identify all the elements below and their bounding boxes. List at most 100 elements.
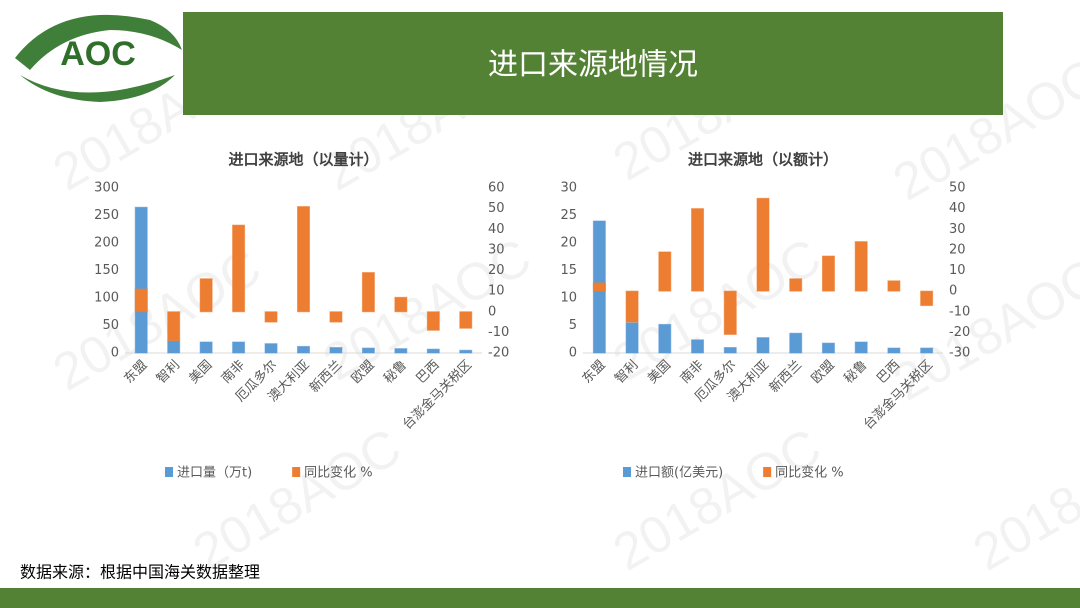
logo-leaf xyxy=(15,14,182,70)
watermark: 2018AOC xyxy=(184,418,411,582)
y2-tick-label: 20 xyxy=(488,263,505,278)
y-tick-label: 5 xyxy=(569,318,577,333)
y2-tick-label: -30 xyxy=(949,346,970,361)
y-tick-label: 250 xyxy=(94,208,119,223)
volume-bar xyxy=(167,340,181,354)
x-tick-label: 东盟 xyxy=(580,358,609,387)
legend-swatch xyxy=(165,467,173,477)
volume-bar xyxy=(854,341,868,354)
chart-title: 进口来源地（以额计） xyxy=(688,151,838,169)
change-bar xyxy=(887,280,901,292)
x-tick-label: 巴西 xyxy=(414,358,443,387)
y-tick-label: 200 xyxy=(94,236,119,251)
y-tick-label: 50 xyxy=(102,318,119,333)
volume-bar xyxy=(723,347,737,354)
y2-tick-label: 50 xyxy=(949,181,966,196)
change-bar xyxy=(264,311,278,323)
volume-bar xyxy=(625,322,639,354)
y2-tick-label: 50 xyxy=(488,201,505,216)
change-bar xyxy=(167,311,181,342)
x-tick-label: 欧盟 xyxy=(809,358,838,387)
change-bar xyxy=(394,296,408,313)
change-bar xyxy=(723,290,737,335)
y2-tick-label: 40 xyxy=(949,201,966,216)
volume-bar xyxy=(199,341,213,354)
volume-bar xyxy=(232,341,246,354)
legend-label: 同比变化 % xyxy=(304,465,373,481)
volume-bar xyxy=(756,337,770,354)
y2-tick-label: 20 xyxy=(949,242,966,257)
logo-leaf xyxy=(20,75,175,102)
header-title: 进口来源地情况 xyxy=(488,48,698,83)
volume-bar xyxy=(297,345,310,354)
volume-bar xyxy=(426,348,440,354)
y2-tick-label: 10 xyxy=(949,263,966,278)
x-tick-label: 智利 xyxy=(154,358,183,387)
y-tick-label: 0 xyxy=(111,346,119,361)
logo: AOC xyxy=(15,14,182,102)
y-tick-label: 25 xyxy=(560,208,577,223)
watermark: 2018AOC xyxy=(964,418,1080,582)
change-bar xyxy=(592,282,606,292)
logo-text: AOC xyxy=(60,35,136,73)
header-bar xyxy=(183,12,1003,115)
change-bar xyxy=(625,290,639,323)
y-tick-label: 10 xyxy=(560,291,577,306)
y2-tick-label: -10 xyxy=(949,304,970,319)
volume-bar xyxy=(887,347,901,354)
y-tick-label: 150 xyxy=(94,263,119,278)
y2-tick-label: -20 xyxy=(488,346,509,361)
y-tick-label: 0 xyxy=(569,346,577,361)
y2-tick-label: -20 xyxy=(949,325,970,340)
volume-bar xyxy=(264,343,278,354)
x-tick-label: 新西兰 xyxy=(766,357,805,396)
x-tick-label: 南非 xyxy=(218,357,248,387)
volume-bar xyxy=(459,349,473,354)
volume-bar xyxy=(789,332,803,354)
watermark: 2018AOC xyxy=(604,418,831,582)
change-bar xyxy=(756,197,770,292)
change-bar xyxy=(361,272,375,313)
volume-bar xyxy=(394,348,408,354)
y2-tick-label: 60 xyxy=(488,181,505,196)
chart-title: 进口来源地（以量计） xyxy=(228,151,378,169)
legend-label: 进口量（万t) xyxy=(177,466,252,481)
y2-tick-label: -10 xyxy=(488,325,509,340)
change-bar xyxy=(821,255,835,292)
volume-bar xyxy=(658,323,672,354)
volume-bar xyxy=(329,347,343,354)
x-tick-label: 秘鲁 xyxy=(841,358,870,387)
volume-bar xyxy=(361,347,375,354)
volume-bar xyxy=(821,342,835,354)
y-tick-label: 30 xyxy=(560,181,577,196)
change-bar xyxy=(134,288,148,313)
legend-swatch xyxy=(623,467,631,477)
legend-label: 进口额(亿美元) xyxy=(635,466,723,481)
legend-swatch xyxy=(292,467,301,477)
legend-swatch xyxy=(763,467,772,477)
y-tick-label: 100 xyxy=(94,291,119,306)
change-bar xyxy=(297,206,310,313)
x-tick-label: 美国 xyxy=(186,358,215,387)
change-bar xyxy=(459,311,473,329)
legend-label: 同比变化 % xyxy=(775,465,844,481)
change-bar xyxy=(789,278,803,292)
volume-bar xyxy=(691,339,705,354)
change-bar xyxy=(691,208,705,292)
change-bar xyxy=(329,311,343,323)
y2-tick-label: 0 xyxy=(488,304,496,319)
change-bar xyxy=(426,311,440,331)
y2-tick-label: 30 xyxy=(949,222,966,237)
y2-tick-label: 30 xyxy=(488,242,505,257)
y-tick-label: 20 xyxy=(560,236,577,251)
footer-bar xyxy=(0,588,1080,608)
volume-bar xyxy=(920,347,934,354)
change-bar xyxy=(658,251,672,292)
change-bar xyxy=(232,224,246,313)
volume-bar xyxy=(134,206,148,354)
y-tick-label: 15 xyxy=(560,263,577,278)
y2-tick-label: 10 xyxy=(488,284,505,299)
change-bar xyxy=(199,278,213,313)
change-bar xyxy=(854,241,868,292)
